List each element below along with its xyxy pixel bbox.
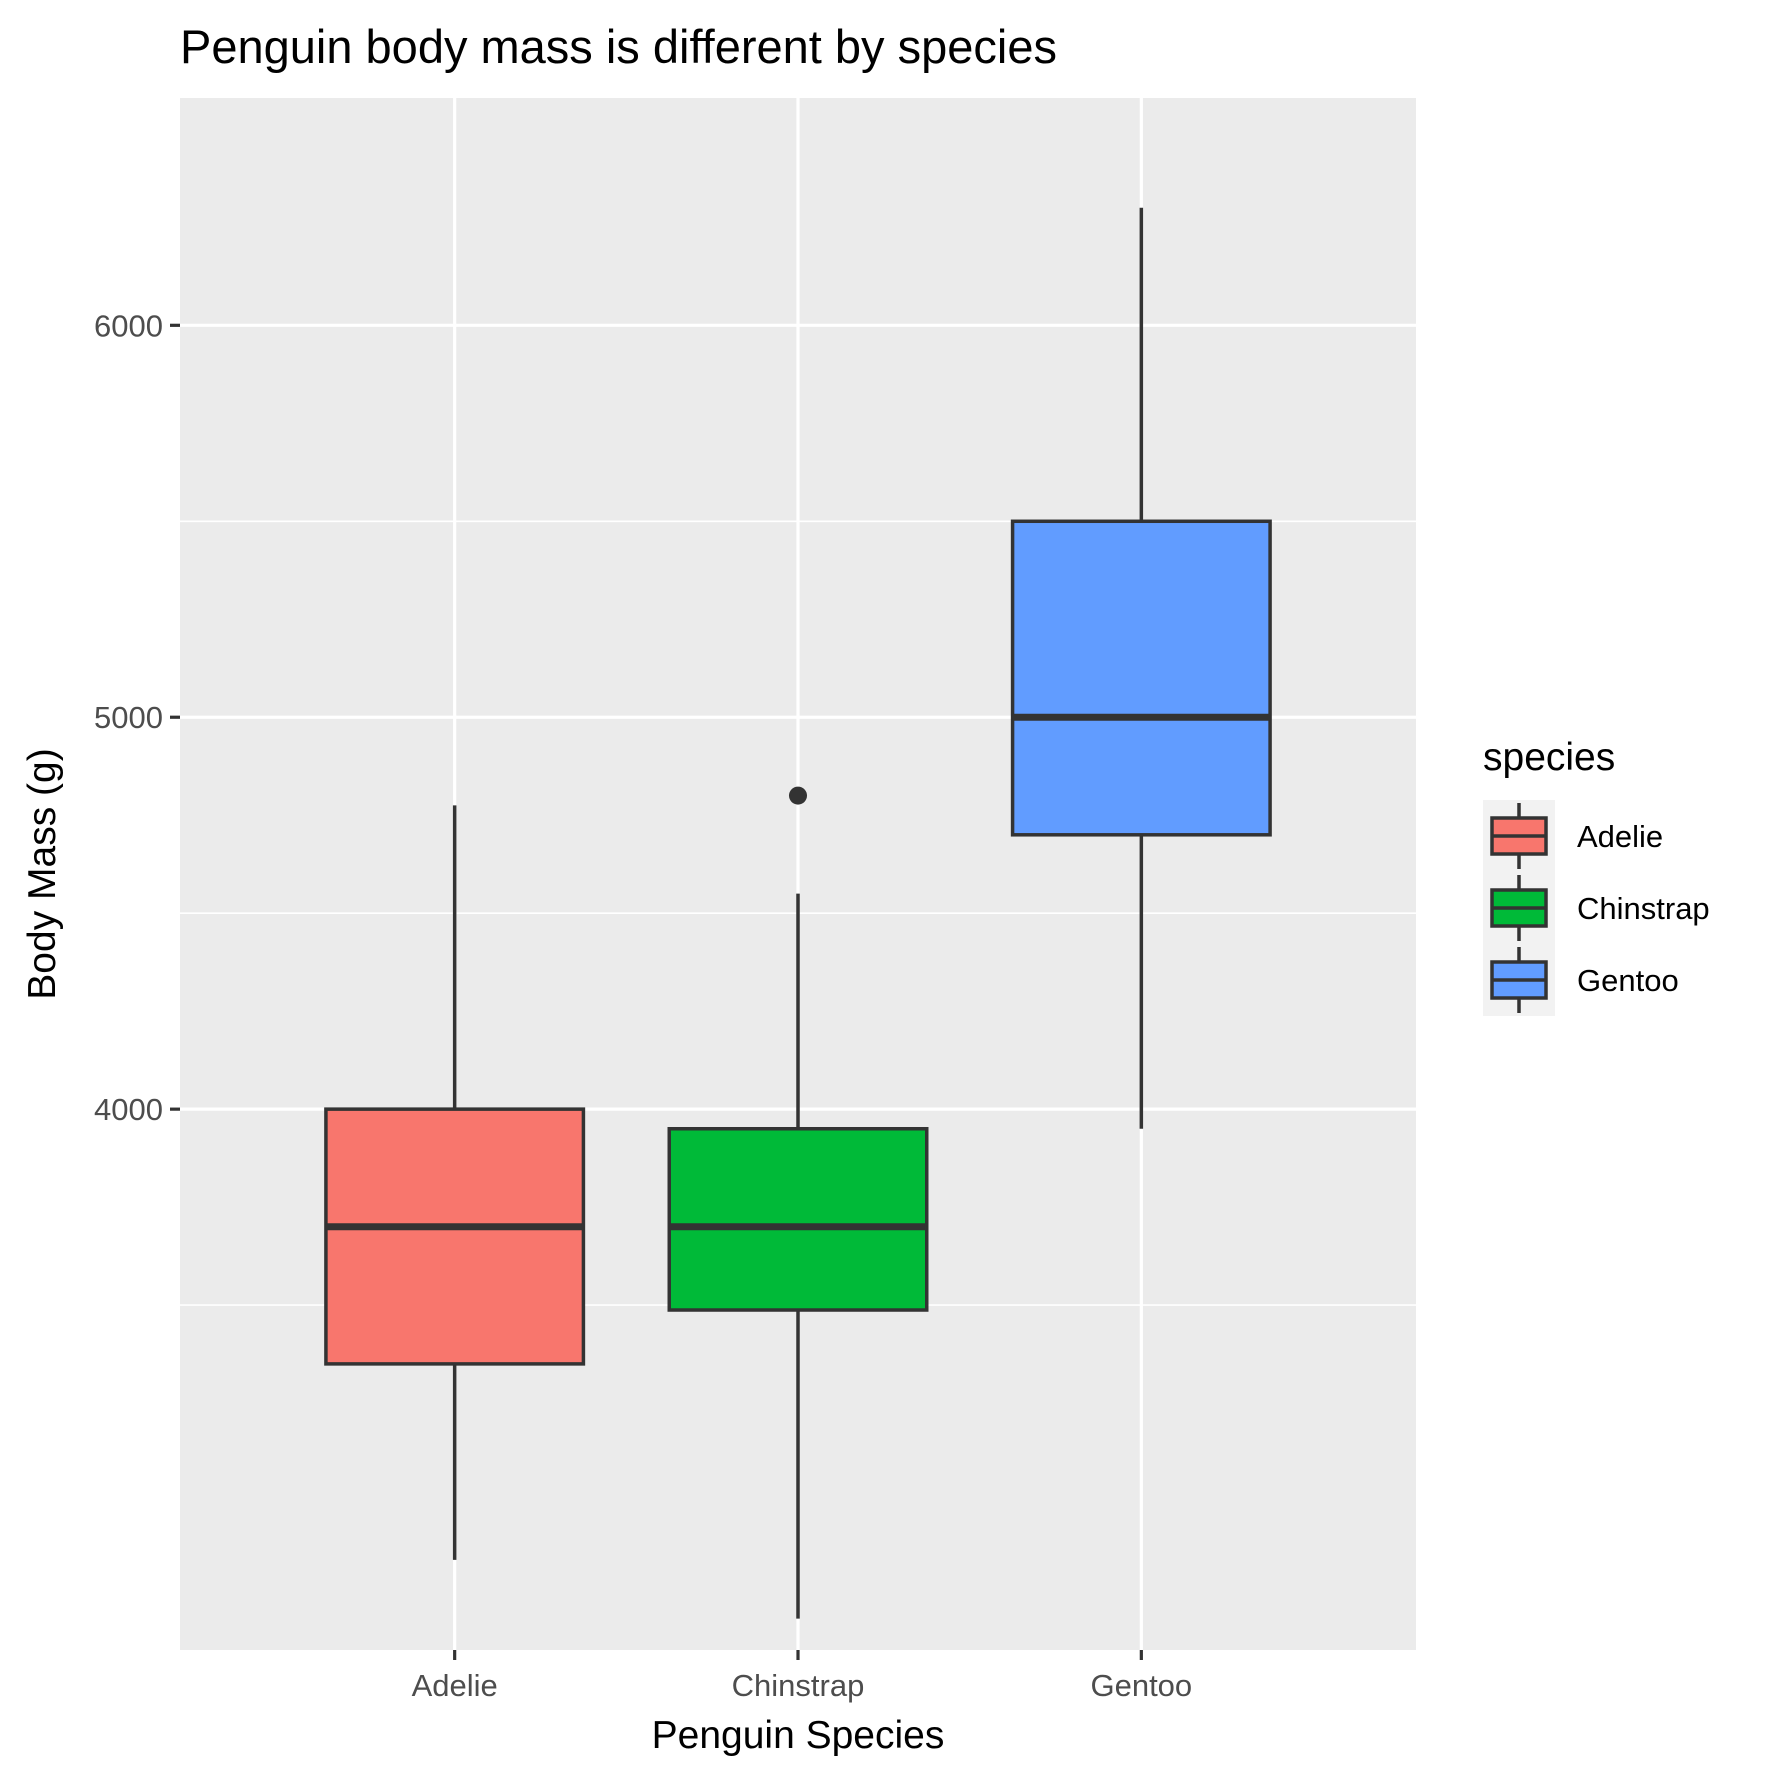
outlier-point [789,786,807,805]
box-body [1010,519,1272,837]
box-body [667,1126,929,1312]
y-tick-label: 5000 [94,700,163,735]
axes: 4000 5000 6000 Adelie Chinstrap Gentoo [94,308,1192,1703]
box-body [324,1107,586,1366]
legend-label: Adelie [1577,819,1663,854]
boxes [324,207,1272,1619]
legend-title: species [1483,736,1615,779]
legend-entry-gentoo: Gentoo [1483,944,1679,1016]
x-tick-label: Chinstrap [732,1668,865,1703]
legend-label: Chinstrap [1577,891,1710,926]
box-chinstrap [667,786,929,1619]
chart-title: Penguin body mass is different by specie… [180,20,1057,73]
box-adelie [324,805,586,1560]
legend-label: Gentoo [1577,963,1679,998]
x-tick-label: Adelie [412,1668,498,1703]
legend-entry-adelie: Adelie [1483,800,1663,872]
y-tick-label: 6000 [94,308,163,343]
legend-entry-chinstrap: Chinstrap [1483,872,1710,944]
legend: species Adelie Chinstrap Gentoo [1483,736,1710,1016]
y-tick-label: 4000 [94,1092,163,1127]
x-tick-label: Gentoo [1090,1668,1192,1703]
box-gentoo [1010,207,1272,1129]
y-axis-title: Body Mass (g) [21,748,64,999]
x-axis-title: Penguin Species [652,1714,945,1757]
